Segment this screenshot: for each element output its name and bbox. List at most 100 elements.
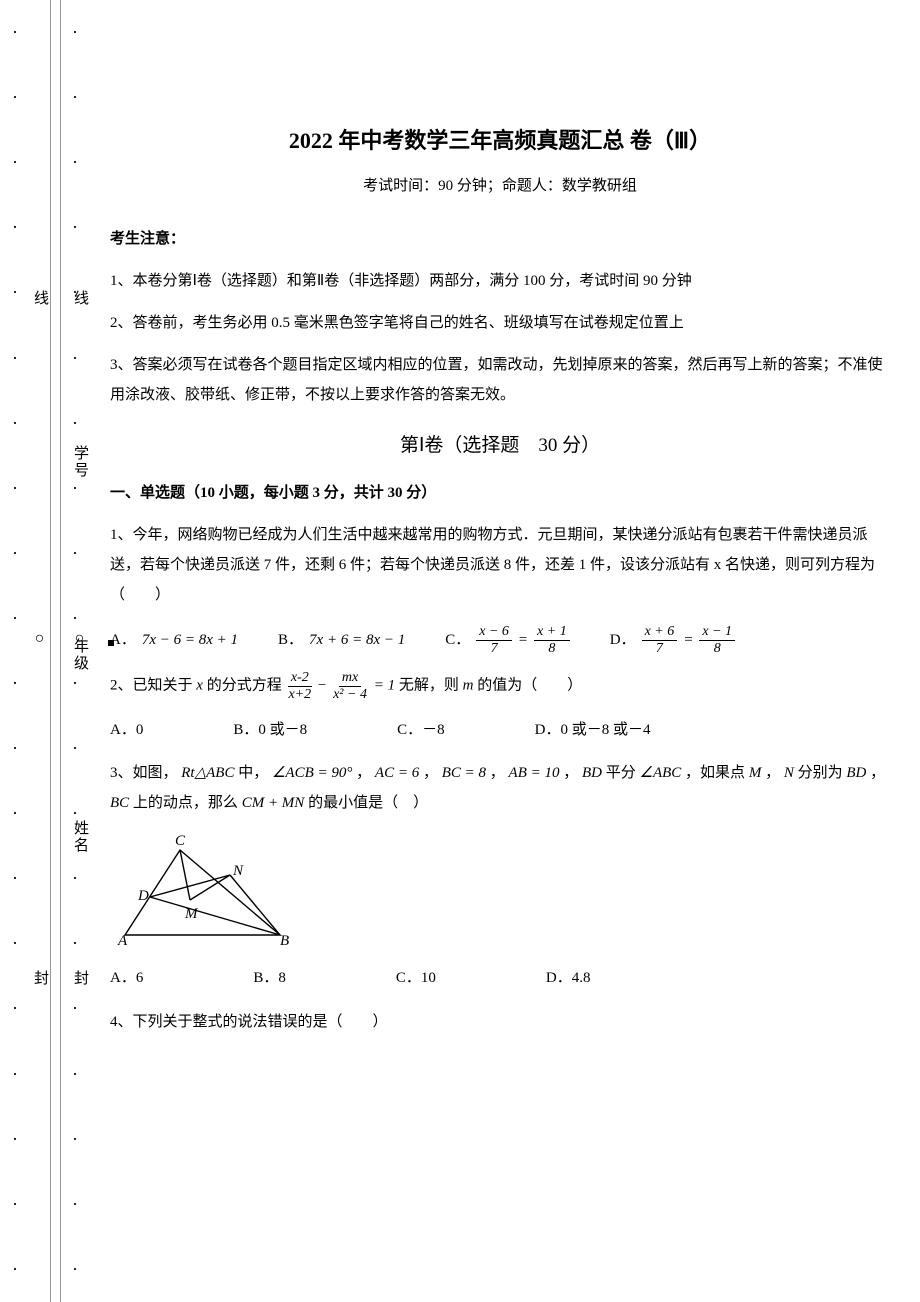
q1-option-a: A． 7x − 6 = 8x + 1 [110, 626, 238, 655]
opt-expr: 7x − 6 = 8x + 1 [142, 626, 238, 655]
exam-title: 2022 年中考数学三年高频真题汇总 卷（Ⅲ） [110, 120, 890, 162]
ang: ∠ACB = 90° [272, 765, 352, 781]
t: ，如果点 [681, 765, 749, 781]
lbl-D: D [137, 888, 149, 904]
q1-option-b: B． 7x + 6 = 8x − 1 [278, 626, 405, 655]
lbl-B: B [280, 933, 289, 949]
lbl-M: M [184, 906, 199, 922]
var-x: x [196, 678, 203, 694]
cmmn: CM + MN [242, 795, 305, 811]
opt-label: D． [610, 626, 636, 655]
q1-options: A． 7x − 6 = 8x + 1 B． 7x + 6 = 8x − 1 C．… [110, 624, 890, 656]
q2-options: A．0 B．0 或－8 C．－8 D．0 或－8 或－4 [110, 716, 890, 745]
section-1-sub: 一、单选题（10 小题，每小题 3 分，共计 30 分） [110, 478, 890, 508]
opt-expr: 7x + 6 = 8x − 1 [309, 626, 405, 655]
frac-den: 7 [488, 641, 501, 656]
n: N [784, 765, 794, 781]
q1-option-c: C． x − 6 7 = x + 1 8 [445, 624, 569, 656]
t: 分别为 [794, 765, 847, 781]
text: 的分式方程 [203, 678, 286, 694]
lbl-A: A [117, 933, 128, 949]
q3-options: A．6 B．8 C．10 D．4.8 [110, 964, 890, 993]
q2-option-c: C．－8 [397, 716, 445, 745]
t: 3、如图， [110, 765, 181, 781]
frac-num: x-2 [288, 670, 312, 686]
frac-num: x − 6 [476, 624, 512, 640]
frac-den: 8 [711, 641, 724, 656]
notice-item-3: 3、答案必须写在试卷各个题目指定区域内相应的位置，如需改动，先划掉原来的答案，然… [110, 350, 890, 410]
frac-den: 7 [653, 641, 666, 656]
notice-heading: 考生注意： [110, 224, 890, 254]
frac-num: x − 1 [699, 624, 735, 640]
fraction: x − 1 8 [699, 624, 735, 656]
fraction: x + 6 7 [642, 624, 678, 656]
frac-num: x + 1 [534, 624, 570, 640]
q3-option-c: C．10 [396, 964, 436, 993]
bc2: BC [110, 795, 129, 811]
t: 上的动点，那么 [129, 795, 242, 811]
dot-column-outer: ···················· [12, 0, 18, 1302]
margin-label-feng-inner: 封 [70, 970, 91, 987]
notice-item-1: 1、本卷分第Ⅰ卷（选择题）和第Ⅱ卷（非选择题）两部分，满分 100 分，考试时间… [110, 266, 890, 296]
t: ， [761, 765, 784, 781]
fraction: x − 6 7 [476, 624, 512, 656]
opt-label: A． [110, 626, 136, 655]
bd: BD [582, 765, 602, 781]
minus: − [314, 678, 330, 694]
t: ， [559, 765, 582, 781]
q2-option-a: A．0 [110, 716, 143, 745]
t: 平分 [602, 765, 640, 781]
m: M [749, 765, 762, 781]
q1-option-d: D． x + 6 7 = x − 1 8 [610, 624, 735, 656]
exam-subtitle: 考试时间：90 分钟；命题人：数学教研组 [110, 172, 890, 201]
fraction: mx x² − 4 [330, 670, 370, 702]
notice-item-2: 2、答卷前，考生务必用 0.5 毫米黑色签字笔将自己的姓名、班级填写在试卷规定位… [110, 308, 890, 338]
page-content: 2022 年中考数学三年高频真题汇总 卷（Ⅲ） 考试时间：90 分钟；命题人：数… [110, 120, 890, 1049]
frac-den: x² − 4 [330, 687, 370, 702]
ab: AB = 10 [509, 765, 560, 781]
q4-stem: 4、下列关于整式的说法错误的是（ ） [110, 1007, 890, 1037]
frac-num: x + 6 [642, 624, 678, 640]
equals: = [683, 626, 693, 655]
opt-label: B． [278, 626, 303, 655]
ac: AC = 6 [375, 765, 419, 781]
t: ， [352, 765, 375, 781]
eq: = 1 [370, 678, 395, 694]
q3-option-b: B．8 [253, 964, 286, 993]
equals: = [518, 626, 528, 655]
q2-option-d: D．0 或－8 或－4 [535, 716, 651, 745]
text: 无解，则 [399, 678, 463, 694]
var-m: m [463, 678, 474, 694]
t: 中， [234, 765, 272, 781]
q1-stem: 1、今年，网络购物已经成为人们生活中越来越常用的购物方式．元旦期间，某快递分派站… [110, 520, 890, 610]
margin-label-nianji: 年级 [70, 638, 91, 672]
q3-figure: A B C D M N [110, 830, 890, 950]
margin-label-xian-outer: 线 [30, 290, 51, 307]
text: 2、已知关于 [110, 678, 196, 694]
t: ， [419, 765, 442, 781]
fraction: x-2 x+2 [285, 670, 314, 702]
rt: Rt△ABC [181, 765, 234, 781]
t: ， [866, 765, 885, 781]
lbl-N: N [232, 863, 244, 879]
q2-option-b: B．0 或－8 [233, 716, 307, 745]
frac-den: 8 [545, 641, 558, 656]
separator-line-1 [50, 0, 51, 1302]
bd2: BD [846, 765, 866, 781]
margin-label-feng-outer: 封 [30, 970, 51, 987]
q2-stem: 2、已知关于 x 的分式方程 x-2 x+2 − mx x² − 4 = 1 无… [110, 670, 890, 702]
frac-num: mx [339, 670, 361, 686]
lbl-C: C [175, 833, 186, 849]
t: ， [486, 765, 509, 781]
q3-stem: 3、如图， Rt△ABC 中， ∠ACB = 90° ， AC = 6 ， BC… [110, 758, 890, 818]
margin-label-circle-outer: ○ [30, 630, 48, 649]
t: 的最小值是（ ） [304, 795, 428, 811]
separator-line-2 [60, 0, 61, 1302]
opt-label: C． [445, 626, 470, 655]
text: 的值为（ ） [473, 678, 582, 694]
section-1-title: 第Ⅰ卷（选择题 30 分） [110, 428, 890, 464]
frac-den: x+2 [285, 687, 314, 702]
fraction: x + 1 8 [534, 624, 570, 656]
binding-margin: ···················· ···················… [0, 0, 95, 1302]
abc: ∠ABC [640, 765, 682, 781]
